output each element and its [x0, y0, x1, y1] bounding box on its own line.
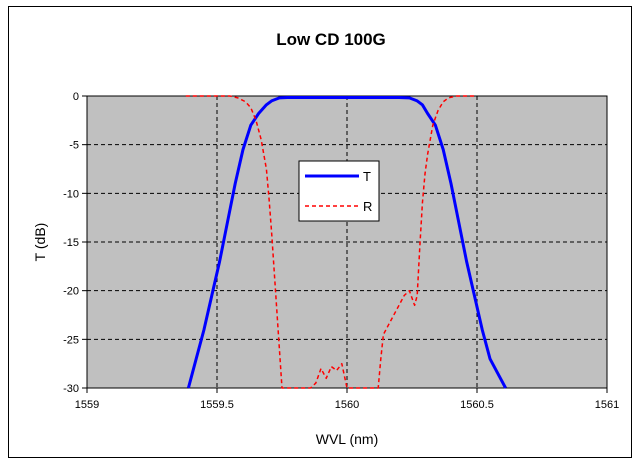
legend: T R — [298, 160, 380, 222]
chart-title: Low CD 100G — [276, 30, 386, 49]
y-tick-label: -20 — [63, 286, 79, 298]
series-line-t — [186, 96, 507, 389]
chart-frame: Low CD 100G 1559 1559.5 1560 1560.5 1561 0 -5… — [8, 6, 632, 458]
y-axis-label: T (dB) — [32, 223, 48, 262]
series-line-r — [185, 95, 477, 389]
y-tick-label: -10 — [63, 188, 79, 200]
y-tick-label: 0 — [73, 91, 79, 103]
legend-box — [298, 160, 380, 222]
legend-label-r: R — [363, 199, 372, 214]
x-tick-label: 1560.5 — [460, 399, 494, 411]
x-tick-labels: 1559 1559.5 1560 1560.5 1561 — [75, 388, 619, 411]
x-tick-label: 1560 — [335, 399, 359, 411]
y-tick-labels: 0 -5 -10 -15 -20 -25 -30 — [63, 91, 87, 395]
x-axis-label: WVL (nm) — [316, 431, 378, 447]
x-tick-label: 1561 — [595, 399, 619, 411]
x-tick-label: 1559.5 — [200, 399, 234, 411]
y-tick-label: -5 — [69, 140, 79, 152]
legend-label-t: T — [363, 169, 371, 184]
y-tick-label: -30 — [63, 383, 79, 395]
y-tick-label: -25 — [63, 334, 79, 346]
y-tick-label: -15 — [63, 237, 79, 249]
series-layer — [185, 95, 507, 389]
x-tick-label: 1559 — [75, 399, 99, 411]
chart-svg: Low CD 100G 1559 1559.5 1560 1560.5 1561 0 -5… — [32, 30, 619, 447]
